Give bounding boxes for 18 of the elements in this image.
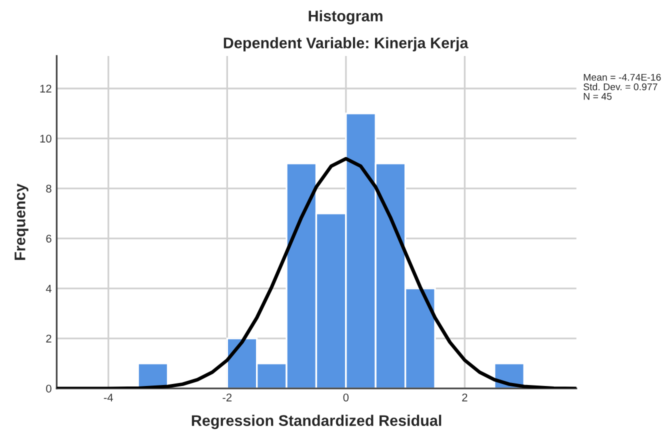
- chart-title: Histogram: [308, 10, 382, 25]
- y-tick-label: 6: [46, 234, 52, 243]
- text: Mean = -4.74E-16: [584, 74, 661, 81]
- x-tick-label: 2: [462, 394, 468, 402]
- y-tick-label: 8: [46, 184, 52, 193]
- y-tick-label: 2: [46, 334, 52, 342]
- y-tick-label: 12: [40, 84, 52, 93]
- y-tick-label: 0: [46, 384, 52, 393]
- x-tick-label: -4: [104, 394, 113, 402]
- text: Std. Dev. = 0.977: [584, 83, 658, 90]
- text: N = 45: [584, 93, 612, 100]
- chart-subtitle: Dependent Variable: Kinerja Kerja: [224, 37, 468, 52]
- x-tick-label: -2: [222, 394, 232, 402]
- x-tick-label: 0: [343, 394, 349, 402]
- y-tick-label: 10: [40, 134, 52, 143]
- y-tick-label: 4: [46, 284, 52, 292]
- y-axis-title: Frequency: [14, 184, 28, 260]
- x-axis-title: Regression Standardized Residual: [192, 414, 442, 430]
